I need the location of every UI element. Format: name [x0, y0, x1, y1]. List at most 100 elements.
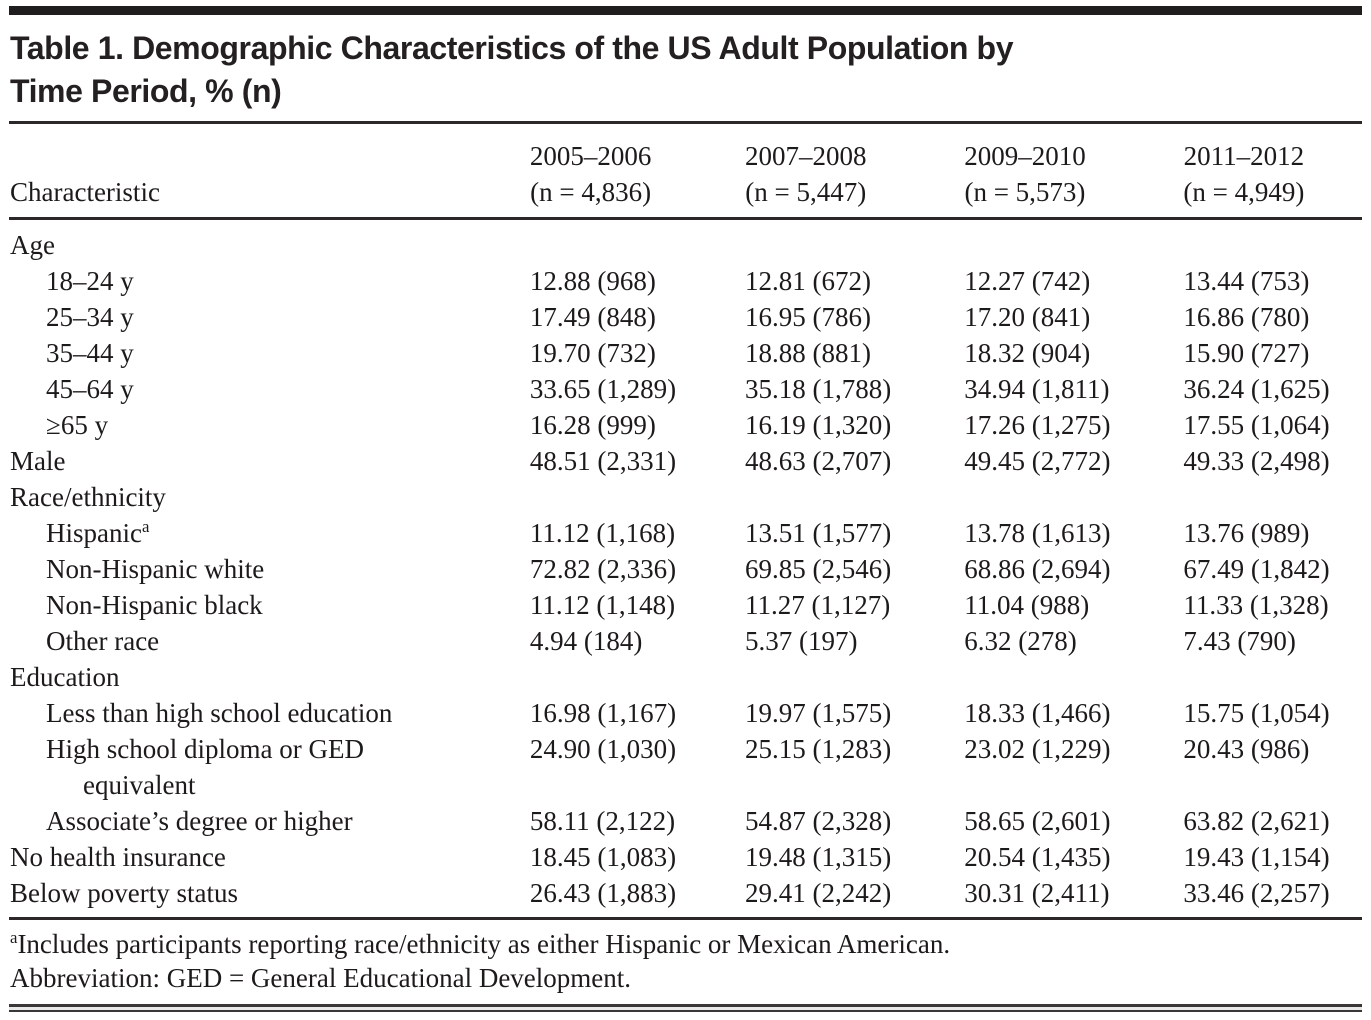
row-label-line: Male [10, 446, 66, 476]
row-label: 35–44 y [9, 335, 530, 371]
cell-value: 16.95 (786) [745, 302, 872, 332]
cell-value: 12.27 (742) [964, 266, 1091, 296]
cell-value: 4.94 (184) [529, 626, 643, 656]
cell-value: 19.43 (1,154) [1183, 842, 1330, 872]
cell-value: 69.85 (2,546) [745, 554, 892, 584]
row-label-line: Non-Hispanic white [46, 554, 265, 584]
table-row: 18–24 y 12.88 (968) 12.81 (672) 12.27 (742)… [9, 263, 1362, 299]
cell-value: 11.12 (1,168) [529, 518, 676, 548]
cell-value: 48.63 (2,707) [745, 446, 892, 476]
cell-value: 7.43 (790) [1183, 626, 1296, 656]
cell-value: 35.18 (1,788) [745, 374, 892, 404]
row-label: High school diploma or GED equivalent [9, 731, 530, 803]
column-header-block: 2011–2012 (n = 4,949) [1183, 138, 1304, 210]
row-label: Less than high school education [9, 695, 530, 731]
footnote-marker: a [141, 517, 150, 536]
row-label-line: Associate’s degree or higher [46, 806, 353, 836]
footnote-a-text: Includes participants reporting race/eth… [17, 929, 951, 959]
cell-value: 17.55 (1,064) [1183, 410, 1330, 440]
row-label: Male [9, 443, 530, 479]
row-label-line: Age [10, 230, 55, 260]
footnote-abbreviation-text: Abbreviation: GED = General Educational … [10, 963, 632, 993]
cell-value: 26.43 (1,883) [529, 875, 746, 920]
row-label: 25–34 y [9, 299, 530, 335]
row-label-line: equivalent [83, 770, 196, 800]
cell-value: 29.41 (2,242) [745, 875, 965, 920]
table-body: Age 18–24 y 12.88 (968) 12.81 (672) 12.27 (7… [9, 219, 1362, 920]
table-row: Associate’s degree or higher 58.11 (2,122… [9, 803, 1362, 839]
column-header: 2011–2012 (n = 4,949) [1183, 124, 1362, 220]
cell-value: 6.32 (278) [964, 626, 1077, 656]
cell-value: 25.15 (1,283) [745, 734, 892, 764]
cell-value [745, 659, 964, 695]
row-label-line: Race/ethnicity [10, 482, 166, 512]
table-row: No health insurance 18.45 (1,083) 19.48 (1… [9, 839, 1362, 875]
cell-value: 20.54 (1,435) [964, 842, 1111, 872]
table-row: 45–64 y 33.65 (1,289) 35.18 (1,788) 34.94 (… [9, 371, 1362, 407]
table-row: Non-Hispanic white 72.82 (2,336) 69.85 (2,… [9, 551, 1362, 587]
row-label-line: ≥65 y [46, 410, 109, 440]
cell-value: 17.20 (841) [964, 302, 1091, 332]
table-row: Other race 4.94 (184) 5.37 (197) 6.32 (278)… [9, 623, 1362, 659]
cell-value: 49.45 (2,772) [964, 446, 1111, 476]
cell-value [745, 219, 964, 264]
cell-value: 30.31 (2,411) [964, 875, 1184, 920]
table-row: Below poverty status 26.43 (1,883) 29.41 (… [9, 875, 1362, 920]
row-label-line: Below poverty status [10, 878, 238, 908]
cell-value: 12.81 (672) [745, 266, 872, 296]
cell-value: 19.48 (1,315) [745, 842, 892, 872]
cell-value [530, 479, 745, 515]
row-label: 18–24 y [9, 263, 530, 299]
table-row: 25–34 y 17.49 (848) 16.95 (786) 17.20 (841)… [9, 299, 1362, 335]
cell-value: 33.46 (2,257) [1183, 875, 1362, 920]
table-row: Age [9, 219, 1362, 264]
cell-value: 11.04 (988) [964, 590, 1090, 620]
cell-value: 36.24 (1,625) [1183, 374, 1330, 404]
cell-value: 18.45 (1,083) [529, 842, 677, 872]
cell-value [1183, 659, 1362, 695]
column-header-block: 2007–2008 (n = 5,447) [745, 138, 867, 210]
bottom-rule-double [9, 1004, 1362, 1012]
row-label-line: Education [10, 662, 120, 692]
period-label: 2011–2012 [1183, 141, 1305, 171]
cell-value: 12.88 (968) [529, 266, 656, 296]
cell-value [1183, 479, 1362, 515]
row-label: No health insurance [9, 839, 530, 875]
cell-value: 24.90 (1,030) [529, 734, 677, 764]
cell-value [1183, 219, 1362, 264]
row-label: Associate’s degree or higher [9, 803, 530, 839]
characteristic-header: Characteristic [9, 124, 530, 220]
table-row: Less than high school education 16.98 (1,… [9, 695, 1362, 731]
cell-value: 18.33 (1,466) [964, 698, 1111, 728]
cell-value: 11.33 (1,328) [1183, 590, 1329, 620]
cell-value: 13.78 (1,613) [964, 518, 1111, 548]
sample-size-label: (n = 4,836) [530, 177, 652, 207]
cell-value: 33.65 (1,289) [529, 374, 677, 404]
cell-value: 16.98 (1,167) [529, 698, 677, 728]
table-row: Race/ethnicity [9, 479, 1362, 515]
cell-value: 16.86 (780) [1183, 302, 1310, 332]
column-header-block: 2009–2010 (n = 5,573) [964, 138, 1086, 210]
table-title-line2: Time Period, % (n) [10, 73, 282, 109]
row-label-line: 45–64 y [46, 374, 134, 404]
cell-value: 15.75 (1,054) [1183, 698, 1330, 728]
period-label: 2007–2008 [745, 141, 867, 171]
row-label-line: Hispanica [46, 517, 150, 548]
sample-size-label: (n = 4,949) [1183, 177, 1305, 207]
row-label-line: Non-Hispanic black [46, 590, 263, 620]
cell-value [964, 479, 1183, 515]
cell-value: 16.19 (1,320) [745, 410, 892, 440]
row-label-line: 35–44 y [46, 338, 134, 368]
cell-value: 13.44 (753) [1183, 266, 1310, 296]
row-label-line: High school diploma or GED [46, 734, 364, 764]
row-label-line: 25–34 y [46, 302, 134, 332]
column-header-block: 2005–2006 (n = 4,836) [530, 138, 652, 210]
cell-value: 58.11 (2,122) [529, 806, 676, 836]
column-header: 2007–2008 (n = 5,447) [745, 124, 965, 220]
cell-value: 5.37 (197) [745, 626, 858, 656]
footnote-a-marker: a [10, 928, 18, 947]
cell-value: 11.27 (1,127) [745, 590, 891, 620]
cell-value: 19.97 (1,575) [745, 698, 892, 728]
cell-value: 16.28 (999) [529, 410, 656, 440]
